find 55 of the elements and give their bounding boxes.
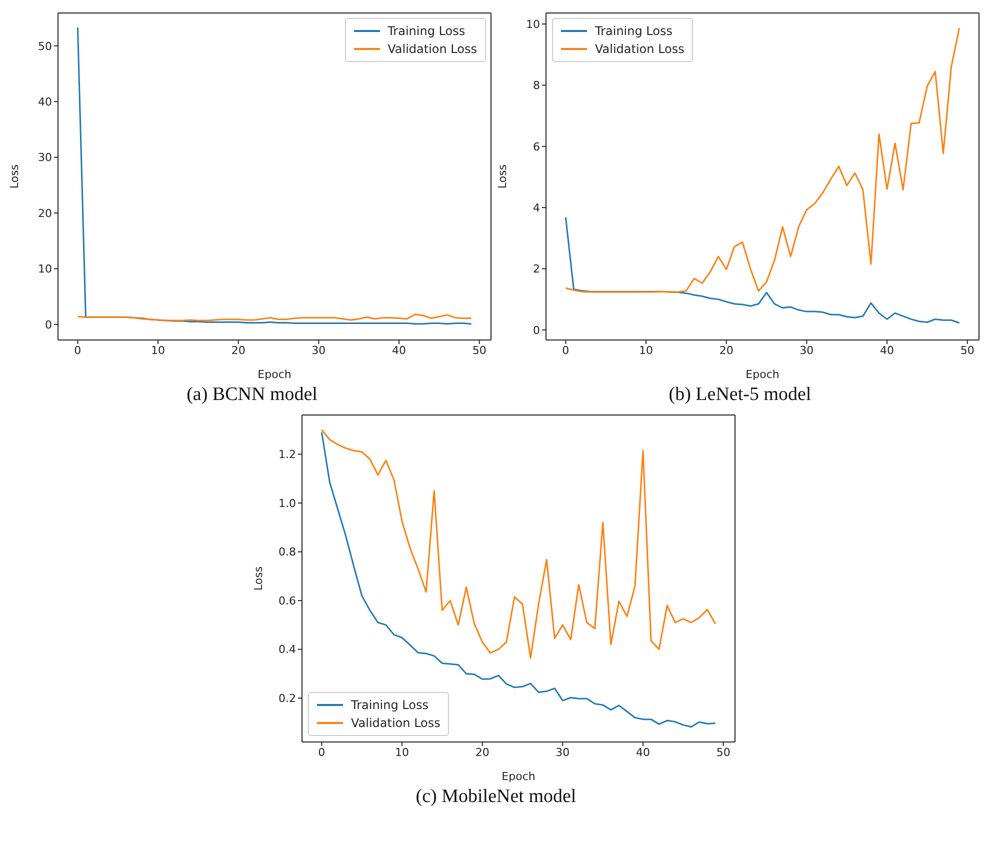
y-tick-label: 20: [38, 206, 52, 220]
y-axis-title: Loss: [496, 164, 509, 189]
y-tick-label: 6: [533, 140, 540, 154]
line-series: [320, 432, 716, 728]
y-tick-label: 30: [38, 151, 52, 164]
y-tick-label: 0: [533, 324, 540, 337]
x-axis-title: Epoch: [746, 368, 780, 381]
legend-label: Validation Loss: [595, 41, 684, 58]
y-tick-label: 0.4: [278, 643, 296, 656]
x-axis-title: Epoch: [502, 770, 536, 783]
x-tick-label: 0: [318, 746, 326, 759]
y-tick-label: 2: [533, 262, 540, 276]
x-tick-label: 50: [472, 344, 486, 357]
y-tick-label: 1.2: [278, 448, 296, 462]
legend-label: Validation Loss: [388, 41, 477, 58]
legend-label: Training Loss: [388, 23, 466, 40]
x-tick-label: 0: [562, 344, 570, 357]
x-tick-label: 30: [556, 746, 570, 759]
y-tick-label: 8: [533, 79, 540, 92]
y-axis-title: Loss: [252, 566, 265, 591]
text: (a) BCNN model: [186, 384, 318, 406]
text: (c) MobileNet model: [416, 786, 576, 808]
x-tick-label: 50: [716, 746, 730, 759]
x-tick-label: 40: [636, 746, 650, 759]
y-axis-title: Loss: [8, 164, 21, 189]
y-tick-label: 0.6: [278, 594, 296, 608]
x-tick-label: 50: [960, 344, 974, 357]
y-tick-label: 1.0: [278, 496, 296, 510]
y-tick-label: 4: [533, 201, 540, 214]
x-tick-label: 20: [475, 746, 490, 759]
y-tick-label: 0: [45, 318, 52, 332]
x-tick-label: 20: [719, 344, 734, 357]
x-tick-label: 40: [880, 344, 894, 357]
x-tick-label: 10: [151, 344, 166, 357]
line-series: [320, 429, 716, 659]
line-series: [76, 314, 472, 322]
x-tick-label: 0: [74, 344, 82, 357]
y-tick-label: 40: [38, 95, 52, 108]
legend-label: Validation Loss: [351, 715, 440, 732]
legend-label: Training Loss: [595, 23, 672, 40]
x-axis-title: Epoch: [258, 368, 292, 381]
x-tick-label: 10: [639, 344, 654, 357]
x-tick-label: 40: [392, 344, 406, 357]
text: (b) LeNet-5 model: [668, 384, 812, 406]
x-tick-label: 30: [312, 344, 326, 357]
x-tick-label: 30: [800, 344, 814, 357]
x-tick-label: 20: [231, 344, 246, 357]
y-tick-label: 10: [38, 262, 52, 276]
x-tick-label: 10: [395, 746, 410, 759]
y-tick-label: 50: [38, 40, 52, 53]
y-tick-label: 0.2: [278, 692, 296, 706]
y-tick-label: 10: [526, 18, 540, 31]
line-series: [564, 27, 960, 293]
legend-label: Training Loss: [351, 697, 428, 714]
y-tick-label: 0.8: [278, 546, 296, 559]
